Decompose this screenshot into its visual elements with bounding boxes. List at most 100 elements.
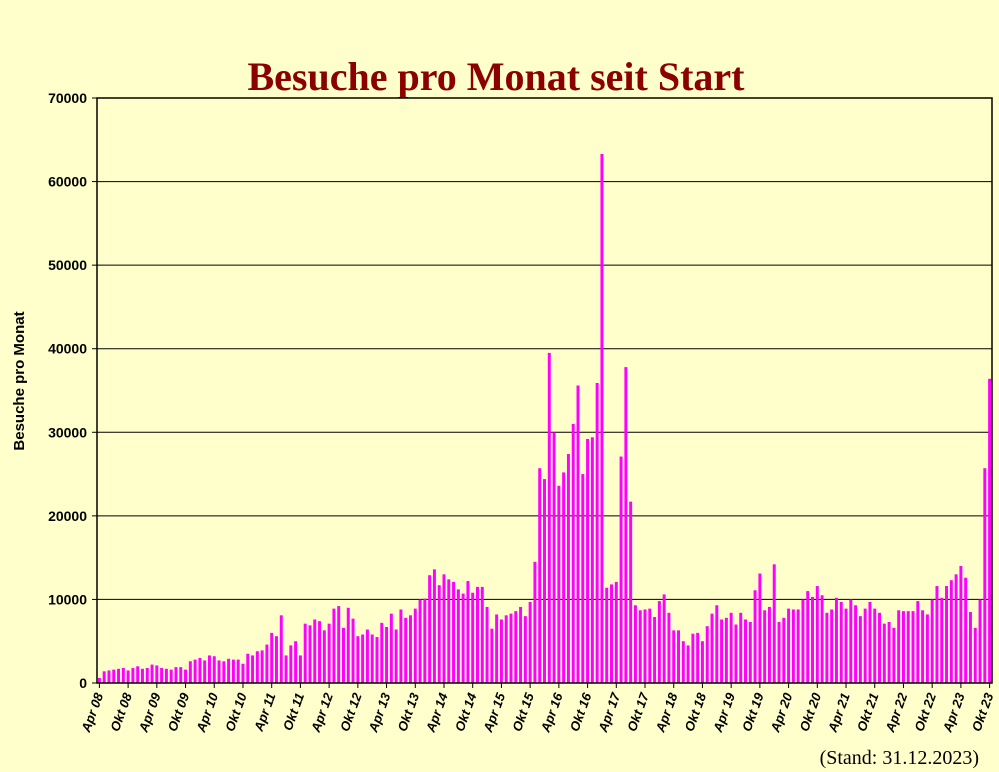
bar: [164, 668, 168, 683]
x-tick-label: Apr 20: [767, 690, 796, 735]
bar: [294, 641, 298, 683]
bar: [930, 599, 934, 683]
bar: [614, 581, 618, 683]
bar: [365, 629, 369, 683]
x-tick-label: Okt 08: [107, 690, 135, 733]
bar: [490, 628, 494, 683]
bar: [351, 618, 355, 683]
bar: [251, 655, 255, 683]
bar: [820, 595, 824, 683]
bar: [188, 661, 192, 683]
x-tick-label: Okt 17: [624, 690, 652, 733]
y-tick-label: 70000: [48, 90, 87, 106]
x-tick-label: Apr 11: [251, 691, 279, 734]
x-tick-label: Okt 19: [739, 690, 767, 733]
bar: [571, 423, 575, 683]
bar: [892, 627, 896, 683]
bar: [700, 641, 704, 683]
bar: [203, 660, 207, 683]
bar: [389, 613, 393, 683]
bar: [729, 612, 733, 683]
bar: [748, 621, 752, 683]
bar: [461, 593, 465, 683]
bar: [255, 651, 259, 683]
bar: [270, 632, 274, 683]
x-tick-label: Okt 11: [280, 691, 307, 733]
bar: [112, 669, 116, 683]
bar: [839, 601, 843, 683]
x-tick-label: Apr 14: [423, 690, 452, 735]
bar: [356, 636, 360, 683]
bar: [720, 619, 724, 683]
grid-lines: [97, 181, 992, 600]
bar: [854, 605, 858, 683]
bar: [136, 666, 140, 683]
bar: [983, 468, 987, 683]
bar: [409, 615, 412, 683]
bar: [978, 599, 982, 683]
y-tick-label: 0: [79, 675, 87, 691]
bar: [566, 454, 570, 683]
bar: [681, 641, 685, 683]
bar: [945, 586, 949, 683]
bar: [184, 669, 188, 683]
bar: [921, 610, 925, 683]
bar: [155, 665, 159, 683]
bar: [509, 613, 513, 683]
bar: [887, 621, 891, 683]
bar: [858, 616, 862, 683]
bar: [404, 617, 408, 683]
bar: [231, 659, 235, 683]
plot-area-frame: [96, 97, 993, 684]
x-tick-label: Apr 13: [365, 690, 394, 735]
x-tick-label: Apr 12: [308, 690, 337, 735]
bars-group: [97, 153, 992, 684]
bar: [476, 586, 479, 683]
y-tick-label: 60000: [48, 174, 87, 190]
bar: [466, 581, 470, 683]
bar: [227, 658, 231, 683]
bar: [595, 382, 599, 683]
bar: [471, 592, 475, 683]
bar: [935, 586, 939, 683]
x-tick-label: Okt 20: [796, 690, 824, 733]
bar: [590, 437, 594, 683]
bar: [633, 605, 637, 683]
bar: [428, 575, 432, 683]
bar: [514, 611, 518, 683]
bar: [437, 585, 441, 683]
chart-title: Besuche pro Monat seit Start: [248, 54, 746, 99]
bar: [815, 586, 819, 683]
x-tick-label: Apr 08: [78, 690, 107, 735]
bar: [236, 659, 240, 683]
bar: [289, 645, 293, 683]
x-tick-label: Apr 23: [939, 690, 968, 735]
bar: [882, 623, 886, 683]
bar: [452, 581, 456, 683]
y-axis-label: Besuche pro Monat: [11, 311, 28, 450]
bar: [925, 614, 929, 683]
bar: [767, 606, 771, 683]
bar: [207, 655, 211, 683]
bar: [131, 667, 135, 683]
bar: [480, 586, 484, 683]
bar: [121, 667, 125, 683]
bar: [648, 608, 652, 683]
x-tick-label: Okt 12: [337, 690, 365, 733]
x-tick-label: Apr 18: [652, 690, 681, 735]
bar: [519, 606, 523, 683]
bar: [145, 667, 149, 683]
x-tick-label: Okt 18: [682, 690, 710, 733]
y-axis-ticks: 0 10000 20000 30000 40000 50000 60000 70000: [48, 90, 97, 691]
y-tick-label: 20000: [48, 508, 87, 524]
bar: [825, 612, 829, 683]
bar: [906, 611, 910, 683]
bar: [432, 569, 436, 683]
bar: [710, 613, 714, 683]
bar: [715, 605, 719, 683]
bar: [705, 626, 709, 683]
bar: [332, 608, 336, 683]
bar: [547, 352, 551, 683]
x-tick-label: Okt 22: [911, 690, 939, 733]
